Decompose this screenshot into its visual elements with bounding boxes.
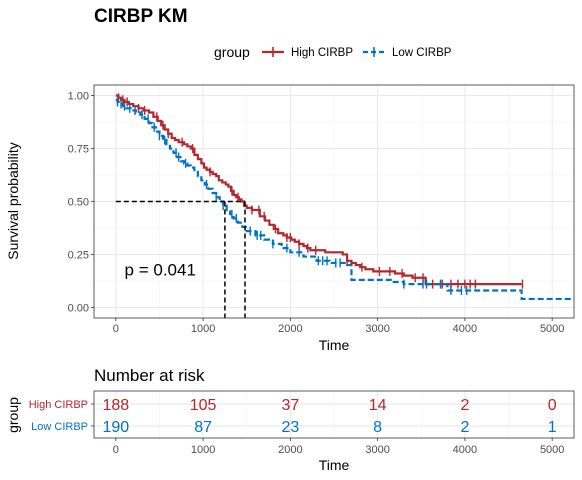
- x-tick-label: 1000: [191, 323, 215, 335]
- y-tick-label: 1.00: [68, 91, 89, 103]
- y-axis-label: Survival probability: [5, 142, 21, 260]
- risk-value: 2: [460, 397, 469, 414]
- risk-x-axis-ticks: 0 1000 2000 3000 4000 5000: [113, 438, 564, 456]
- survival-curve-high: [115, 94, 522, 286]
- risk-table-title: Number at risk: [94, 366, 205, 385]
- y-tick-label: 0.00: [68, 302, 89, 314]
- risk-x-axis-label: Time: [319, 457, 350, 473]
- survival-plot: 0.00 0.25 0.50 0.75 1.00 0 1000 2000 3000 4000 50…: [68, 84, 575, 335]
- risk-x-tick-label: 0: [113, 444, 119, 456]
- x-axis-label: Time: [319, 337, 350, 353]
- x-tick-label: 0: [113, 323, 119, 335]
- risk-grid: [94, 391, 574, 438]
- risk-row-label: Low CIRBP: [31, 421, 88, 433]
- risk-x-tick-label: 4000: [453, 444, 477, 456]
- main-grid: [94, 85, 574, 318]
- risk-value: 1: [548, 419, 557, 436]
- risk-x-tick-label: 3000: [365, 444, 389, 456]
- risk-value: 37: [281, 397, 299, 414]
- risk-x-tick-label: 5000: [540, 444, 564, 456]
- risk-x-tick-label: 2000: [278, 444, 302, 456]
- risk-values: 188 105 37 14 2 0 190 87 23 8 2 1: [102, 397, 556, 436]
- legend-label-high: High CIRBP: [291, 47, 353, 59]
- p-value-annotation: p = 0.041: [125, 260, 196, 279]
- legend-key-low: [363, 47, 385, 57]
- risk-value: 188: [102, 397, 129, 414]
- x-axis-ticks: 0 1000 2000 3000 4000 5000: [113, 318, 564, 335]
- risk-value: 2: [460, 419, 469, 436]
- risk-value: 105: [190, 397, 217, 414]
- risk-y-axis-label: group: [5, 397, 21, 433]
- risk-row-labels: High CIRBP Low CIRBP: [29, 399, 94, 433]
- risk-x-tick-label: 1000: [191, 444, 215, 456]
- risk-value: 23: [281, 419, 299, 436]
- x-tick-label: 4000: [453, 323, 477, 335]
- y-axis-ticks: 0.00 0.25 0.50 0.75 1.00: [68, 91, 94, 314]
- x-tick-label: 3000: [365, 323, 389, 335]
- legend-label-low: Low CIRBP: [392, 47, 452, 59]
- risk-row-label: High CIRBP: [29, 399, 88, 411]
- risk-value: 0: [548, 397, 557, 414]
- legend-title: group: [214, 44, 250, 60]
- x-tick-label: 5000: [540, 323, 564, 335]
- risk-value: 87: [194, 419, 212, 436]
- chart-title: CIRBP KM: [94, 6, 188, 27]
- y-tick-label: 0.50: [68, 197, 89, 209]
- survival-curve-low: [115, 98, 574, 301]
- risk-value: 190: [102, 419, 129, 436]
- risk-value: 14: [369, 397, 387, 414]
- legend-key-high: [262, 47, 284, 57]
- y-tick-label: 0.75: [68, 144, 89, 156]
- risk-value: 8: [373, 419, 382, 436]
- survival-curves: [115, 94, 574, 301]
- risk-table: 188 105 37 14 2 0 190 87 23 8 2 1 0 1000 2000 3000 4000…: [29, 390, 575, 456]
- x-tick-label: 2000: [278, 323, 302, 335]
- censor-marks: [116, 93, 524, 295]
- median-lines: [115, 200, 246, 318]
- legend: group High CIRBP Low CIRBP: [214, 44, 452, 60]
- y-tick-label: 0.25: [68, 249, 89, 261]
